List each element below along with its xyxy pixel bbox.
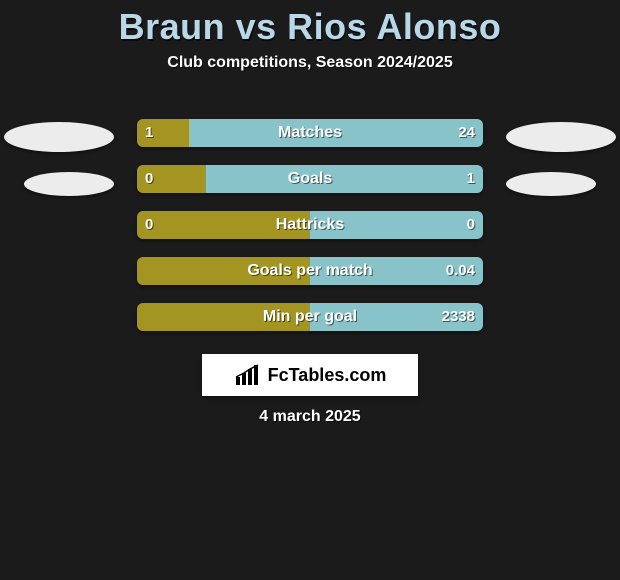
stat-bar-right (206, 165, 483, 193)
bar-chart-icon (234, 363, 262, 387)
stat-bar-left (137, 257, 310, 285)
stat-bar-right (189, 119, 483, 147)
stat-bar: 01Goals (137, 165, 483, 193)
stat-bar-right (310, 303, 483, 331)
stat-bar-left (137, 119, 189, 147)
stat-row: 00Hattricks (0, 202, 620, 248)
stat-row: 01Goals (0, 156, 620, 202)
stat-row: 124Matches (0, 110, 620, 156)
brand-text: FcTables.com (268, 365, 387, 386)
stat-bar: 0.04Goals per match (137, 257, 483, 285)
stat-row: 2338Min per goal (0, 294, 620, 340)
player-ellipse-right (506, 122, 616, 152)
player-ellipse-left (4, 122, 114, 152)
stat-bar-left (137, 165, 206, 193)
stat-bar: 00Hattricks (137, 211, 483, 239)
subtitle: Club competitions, Season 2024/2025 (0, 54, 620, 72)
player-ellipse-right (506, 172, 596, 196)
stat-rows: 124Matches 01Goals 00Hattricks 0.04Goals pe… (0, 110, 620, 340)
brand-badge: FcTables.com (202, 354, 418, 396)
page-title: Braun vs Rios Alonso (0, 0, 620, 48)
stat-row: 0.04Goals per match (0, 248, 620, 294)
date-label: 4 march 2025 (0, 408, 620, 426)
comparison-infographic: Braun vs Rios Alonso Club competitions, … (0, 0, 620, 580)
stat-bar-right (310, 257, 483, 285)
stat-bar: 124Matches (137, 119, 483, 147)
stat-bar: 2338Min per goal (137, 303, 483, 331)
stat-bar-right (310, 211, 483, 239)
stat-bar-left (137, 211, 310, 239)
player-ellipse-left (24, 172, 114, 196)
stat-bar-left (137, 303, 310, 331)
